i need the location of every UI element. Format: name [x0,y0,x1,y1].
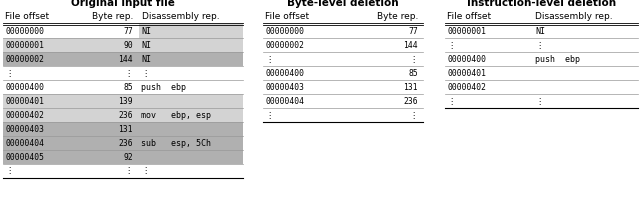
Text: 85: 85 [408,69,418,77]
Bar [3,136,243,150]
Text: NI: NI [535,27,545,35]
Text: NI: NI [141,27,151,35]
Text: 236: 236 [403,96,418,105]
Text: 90: 90 [124,41,133,49]
Text: NI: NI [141,41,151,49]
Text: 00000001: 00000001 [447,27,486,35]
Text: ⋮: ⋮ [141,69,149,77]
Bar [3,150,243,164]
Text: Byte-level deletion: Byte-level deletion [287,0,399,8]
Text: 236: 236 [118,138,133,147]
Text: Disassembly rep.: Disassembly rep. [535,12,612,21]
Text: ⋮: ⋮ [410,110,418,119]
Text: 00000402: 00000402 [447,82,486,91]
Text: 00000402: 00000402 [5,110,44,119]
Text: ⋮: ⋮ [535,41,543,49]
Text: NI: NI [141,55,151,63]
Text: 85: 85 [124,82,133,91]
Bar [139,24,243,38]
Text: File offset: File offset [5,12,49,21]
Text: Byte rep.: Byte rep. [92,12,133,21]
Text: push  ebp: push ebp [141,82,186,91]
Text: 00000000: 00000000 [265,27,304,35]
Bar [3,52,243,66]
Text: ⋮: ⋮ [535,96,543,105]
Text: 00000403: 00000403 [265,82,304,91]
Text: Instruction-level deletion: Instruction-level deletion [467,0,616,8]
Text: 92: 92 [124,152,133,162]
Text: 00000401: 00000401 [5,96,44,105]
Text: 00000400: 00000400 [447,55,486,63]
Text: mov   ebp, esp: mov ebp, esp [141,110,211,119]
Text: 00000401: 00000401 [447,69,486,77]
Text: ⋮: ⋮ [125,69,133,77]
Text: 00000405: 00000405 [5,152,44,162]
Text: 00000403: 00000403 [5,124,44,133]
Text: ⋮: ⋮ [125,166,133,176]
Text: Byte rep.: Byte rep. [376,12,418,21]
Text: ⋮: ⋮ [447,96,456,105]
Text: sub   esp, 5Ch: sub esp, 5Ch [141,138,211,147]
Text: 00000001: 00000001 [5,41,44,49]
Text: 00000000: 00000000 [5,27,44,35]
Text: ⋮: ⋮ [141,166,149,176]
Text: 77: 77 [124,27,133,35]
Text: 00000404: 00000404 [265,96,304,105]
Text: 00000002: 00000002 [265,41,304,49]
Text: File offset: File offset [447,12,491,21]
Text: ⋮: ⋮ [265,55,273,63]
Text: 77: 77 [408,27,418,35]
Text: 144: 144 [403,41,418,49]
Text: Disassembly rep.: Disassembly rep. [142,12,220,21]
Text: 131: 131 [118,124,133,133]
Text: ⋮: ⋮ [410,55,418,63]
Text: File offset: File offset [265,12,309,21]
Text: 00000400: 00000400 [5,82,44,91]
Text: 00000002: 00000002 [5,55,44,63]
Text: 139: 139 [118,96,133,105]
Bar [3,38,243,52]
Text: 00000400: 00000400 [265,69,304,77]
Bar [3,108,243,122]
Text: ⋮: ⋮ [447,41,456,49]
Text: ⋮: ⋮ [265,110,273,119]
Bar [3,94,243,108]
Text: push  ebp: push ebp [535,55,580,63]
Text: 00000404: 00000404 [5,138,44,147]
Text: 144: 144 [118,55,133,63]
Text: ⋮: ⋮ [5,166,13,176]
Text: 131: 131 [403,82,418,91]
Text: 236: 236 [118,110,133,119]
Bar [3,122,243,136]
Text: Original input file: Original input file [71,0,175,8]
Text: ⋮: ⋮ [5,69,13,77]
